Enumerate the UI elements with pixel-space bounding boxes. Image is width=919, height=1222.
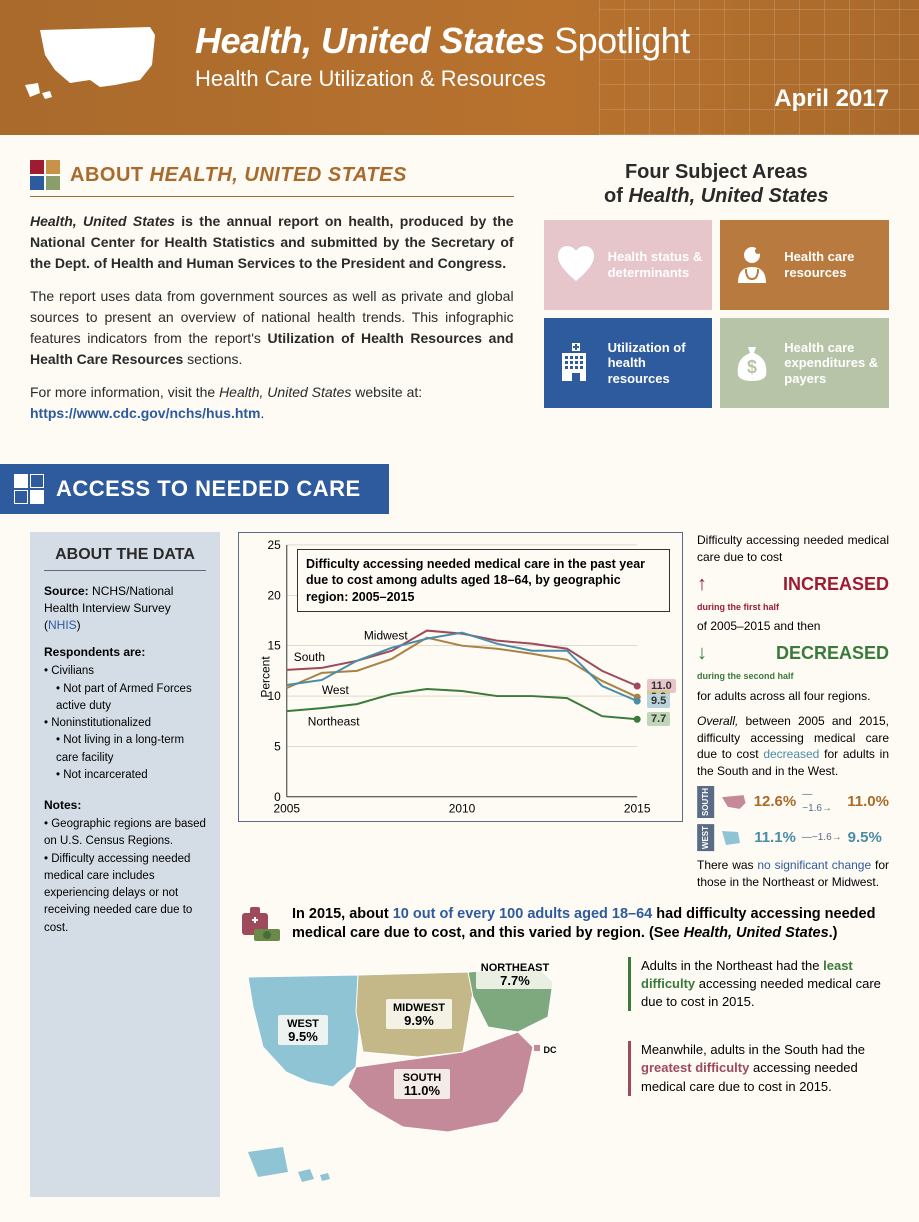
header: Health, United States Spotlight Health C… (0, 0, 919, 135)
header-grid-pattern (599, 0, 919, 135)
access-banner: ACCESS TO NEEDED CARE (0, 464, 389, 514)
map-note-south: Meanwhile, adults in the South had the g… (628, 1041, 889, 1096)
usa-silhouette-icon (20, 15, 170, 105)
svg-text:25: 25 (268, 538, 282, 552)
svg-text:15: 15 (268, 639, 282, 653)
svg-text:11.0%: 11.0% (404, 1083, 441, 1098)
south-mini-icon (720, 793, 748, 811)
heart-icon (554, 243, 598, 287)
svg-text:West: West (322, 683, 350, 697)
svg-text:9.9%: 9.9% (404, 1013, 434, 1028)
west-stat: WEST 11.1% —−1.6→ 9.5% (697, 824, 889, 851)
about-heading: ABOUT HEALTH, UNITED STATES (30, 160, 514, 197)
line-chart: Difficulty accessing needed medical care… (238, 532, 683, 822)
subject-resources: Health care resources (720, 220, 889, 310)
svg-text:2010: 2010 (449, 802, 476, 816)
medkit-money-icon (238, 905, 282, 943)
svg-text:Northeast: Northeast (308, 714, 360, 728)
data-sidebar: ABOUT THE DATA Source: NCHS/National Hea… (30, 532, 220, 1197)
doctor-icon (730, 243, 774, 287)
west-mini-icon (720, 829, 748, 847)
svg-text:10: 10 (268, 689, 282, 703)
subject-health-status: Health status & determinants (544, 220, 713, 310)
us-regions-map: WEST9.5% MIDWEST9.9% NORTHEAST7.7% SOUTH… (238, 957, 608, 1197)
hus-link[interactable]: https://www.cdc.gov/nchs/hus.htm (30, 405, 261, 421)
south-stat: SOUTH 12.6% —−1.6→ 11.0% (697, 786, 889, 818)
svg-text:9.5%: 9.5% (288, 1029, 318, 1044)
svg-text:South: South (294, 650, 325, 664)
svg-text:Midwest: Midwest (364, 629, 408, 643)
svg-text:2005: 2005 (274, 802, 301, 816)
chart-title: Difficulty accessing needed medical care… (297, 549, 670, 612)
notes-list: Geographic regions are based on U.S. Cen… (44, 816, 206, 937)
banner-square-icon (14, 474, 44, 504)
side-commentary: Difficulty accessing needed medical care… (697, 532, 889, 891)
subject-grid: Health status & determinants Health care… (544, 220, 889, 408)
subject-expenditures: $ Health care expenditures & payers (720, 318, 889, 408)
svg-text:5: 5 (274, 739, 281, 753)
resp-list: Civilians Not part of Armed Forces activ… (44, 663, 206, 784)
svg-text:7.7%: 7.7% (500, 973, 530, 988)
four-subjects-title: Four Subject Areasof Health, United Stat… (544, 160, 889, 208)
about-p2: The report uses data from government sou… (30, 286, 514, 370)
map-note-northeast: Adults in the Northeast had the least di… (628, 957, 889, 1012)
four-square-icon (30, 160, 60, 190)
svg-text:20: 20 (268, 588, 282, 602)
about-p1: Health, United States is the annual repo… (30, 211, 514, 274)
header-date: April 2017 (774, 85, 889, 113)
svg-text:2015: 2015 (624, 802, 651, 816)
about-p3: For more information, visit the Health, … (30, 382, 514, 424)
hospital-icon (554, 341, 598, 385)
money-bag-icon: $ (730, 341, 774, 385)
stat-line: In 2015, about 10 out of every 100 adult… (238, 905, 889, 943)
svg-text:DC: DC (544, 1045, 557, 1055)
sidebar-title: ABOUT THE DATA (44, 546, 206, 571)
svg-text:$: $ (747, 357, 757, 377)
nhis-link[interactable]: NHIS (48, 618, 77, 632)
subject-utilization: Utilization of health resources (544, 318, 713, 408)
